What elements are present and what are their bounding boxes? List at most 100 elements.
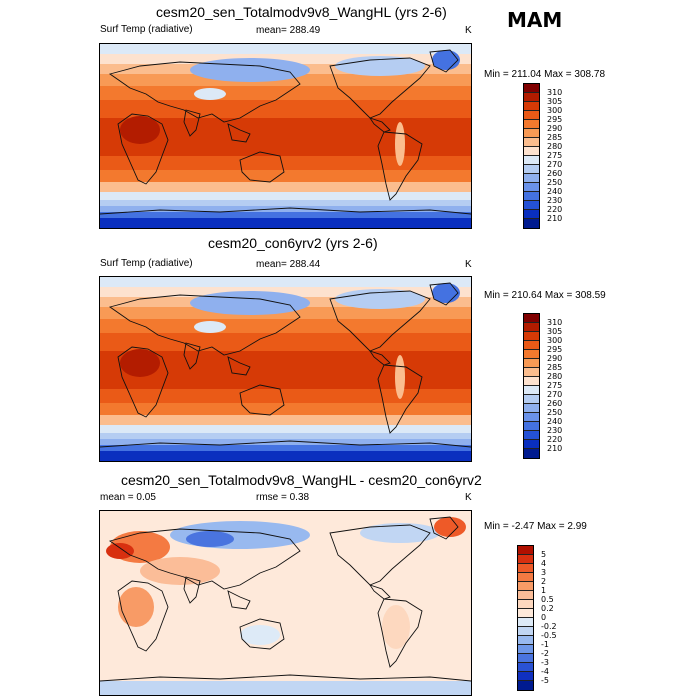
colorbar-segment (524, 165, 539, 174)
colorbar-segment (524, 341, 539, 350)
variable-label: Surf Temp (radiative) (100, 24, 193, 35)
colorbar-tick-label: 290 (547, 124, 563, 133)
colorbar-tick-label: -5 (541, 676, 549, 685)
colorbar-segment (524, 449, 539, 458)
mean-label: mean = 0.05 (100, 492, 156, 503)
colorbar-tick-label: -0.2 (541, 622, 557, 631)
colorbar-tick-label: 230 (547, 426, 563, 435)
colorbar-segment (524, 156, 539, 165)
colorbar-segment (524, 120, 539, 129)
colorbar-tick-label: 305 (547, 97, 563, 106)
colorbar-tick-label: 295 (547, 115, 563, 124)
panel-title: cesm20_sen_Totalmodv9v8_WangHL (yrs 2-6) (156, 4, 447, 20)
colorbar-segment (524, 111, 539, 120)
colorbar-segment (524, 102, 539, 111)
colorbar-tick-label: 3 (541, 568, 547, 577)
variable-label: Surf Temp (radiative) (100, 258, 193, 269)
colorbar-tick-label: 280 (547, 142, 563, 151)
colorbar-segment (524, 359, 539, 368)
colorbar-tick-label: 260 (547, 169, 563, 178)
difference-map (99, 510, 472, 696)
colorbar-tick-label: 0 (541, 613, 547, 622)
colorbar-box (523, 313, 540, 459)
colorbar-segment (524, 183, 539, 192)
colorbar-segment (524, 147, 539, 156)
colorbar-tick-label: -2 (541, 649, 549, 658)
colorbar-tick-label: 260 (547, 399, 563, 408)
colorbar-tick-label: 300 (547, 106, 563, 115)
colorbar-tick-label: 270 (547, 390, 563, 399)
colorbar-segment (518, 654, 533, 663)
colorbar-tick-label: 285 (547, 363, 563, 372)
colorbar-segment (518, 573, 533, 582)
surface-temperature-map (99, 43, 472, 229)
colorbar-tick-label: 310 (547, 88, 563, 97)
colorbar-segment (524, 431, 539, 440)
colorbar-tick-label: 210 (547, 444, 563, 453)
colorbar-tick-label: -1 (541, 640, 549, 649)
colorbar-segment (524, 332, 539, 341)
colorbar-segment (524, 210, 539, 219)
colorbar-tick-label: 210 (547, 214, 563, 223)
colorbar-segment (524, 323, 539, 332)
colorbar-tick-label: 1 (541, 586, 547, 595)
colorbar-tick-label: 270 (547, 160, 563, 169)
colorbar-tick-label: 250 (547, 178, 563, 187)
colorbar-tick-label: 230 (547, 196, 563, 205)
colorbar-segment (524, 219, 539, 228)
units-label: K (465, 492, 472, 503)
colorbar-segment (518, 636, 533, 645)
colorbar-segment (518, 600, 533, 609)
colorbar-segment (524, 440, 539, 449)
colorbar-tick-label: 285 (547, 133, 563, 142)
colorbar-box (523, 83, 540, 229)
colorbar-segment (524, 395, 539, 404)
colorbar-segment (524, 84, 539, 93)
colorbar-segment (518, 582, 533, 591)
colorbar-tick-label: 295 (547, 345, 563, 354)
colorbar-tick-label: 305 (547, 327, 563, 336)
colorbar-segment (518, 555, 533, 564)
colorbar-segment (524, 404, 539, 413)
colorbar-segment (524, 314, 539, 323)
map-canvas (100, 44, 471, 228)
season-label: MAM (507, 8, 563, 32)
colorbar-tick-label: 4 (541, 559, 547, 568)
units-label: K (465, 25, 472, 36)
colorbar-tick-label: 280 (547, 372, 563, 381)
min-max-label: Min = 210.64 Max = 308.59 (484, 290, 606, 301)
colorbar-segment (524, 201, 539, 210)
map-canvas (100, 511, 471, 695)
colorbar-tick-label: 0.5 (541, 595, 554, 604)
colorbar-segment (524, 422, 539, 431)
colorbar-segment (524, 192, 539, 201)
colorbar-tick-label: 290 (547, 354, 563, 363)
colorbar-segment (524, 174, 539, 183)
colorbar-segment (518, 564, 533, 573)
mean-label: mean= 288.44 (256, 259, 321, 270)
rmse-label: rmse = 0.38 (256, 492, 310, 503)
colorbar-segment (518, 672, 533, 681)
colorbar-segment (518, 591, 533, 600)
colorbar-segment (518, 609, 533, 618)
colorbar-segment (518, 645, 533, 654)
colorbar-tick-label: 2 (541, 577, 547, 586)
colorbar-tick-label: 240 (547, 417, 563, 426)
colorbar-tick-label: 5 (541, 550, 547, 559)
panel-title: cesm20_sen_Totalmodv9v8_WangHL - cesm20_… (121, 472, 482, 488)
colorbar-tick-label: 240 (547, 187, 563, 196)
colorbar-segment (524, 368, 539, 377)
colorbar-segment (518, 627, 533, 636)
colorbar-tick-label: 275 (547, 381, 563, 390)
min-max-label: Min = -2.47 Max = 2.99 (484, 521, 587, 532)
colorbar-segment (518, 681, 533, 690)
colorbar-segment (524, 350, 539, 359)
colorbar-segment (524, 138, 539, 147)
colorbar-tick-label: -0.5 (541, 631, 557, 640)
min-max-label: Min = 211.04 Max = 308.78 (484, 69, 606, 80)
colorbar-tick-label: 0.2 (541, 604, 554, 613)
colorbar-segment (524, 413, 539, 422)
colorbar-segment (524, 386, 539, 395)
surface-temperature-map (99, 276, 472, 462)
mean-label: mean= 288.49 (256, 25, 321, 36)
